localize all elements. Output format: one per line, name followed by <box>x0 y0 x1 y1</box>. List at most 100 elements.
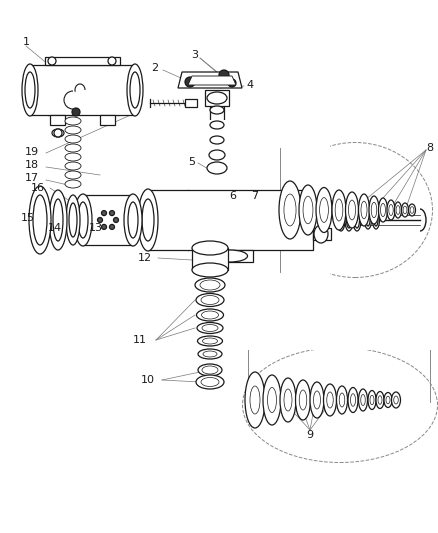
Text: 2: 2 <box>152 63 159 73</box>
Text: 16: 16 <box>31 183 45 193</box>
Text: 9: 9 <box>307 430 314 440</box>
Ellipse shape <box>314 225 328 243</box>
Ellipse shape <box>361 201 367 219</box>
Bar <box>83 195 133 245</box>
Circle shape <box>110 224 114 229</box>
Bar <box>30 65 135 115</box>
Ellipse shape <box>196 375 224 389</box>
Ellipse shape <box>371 203 377 217</box>
Ellipse shape <box>339 212 343 228</box>
Ellipse shape <box>369 196 379 224</box>
Ellipse shape <box>49 190 67 250</box>
Ellipse shape <box>53 199 63 241</box>
Ellipse shape <box>29 186 51 254</box>
Ellipse shape <box>201 311 219 319</box>
Circle shape <box>228 79 236 87</box>
Ellipse shape <box>197 322 223 334</box>
Ellipse shape <box>127 64 143 116</box>
Ellipse shape <box>279 181 301 239</box>
Polygon shape <box>178 72 242 88</box>
Text: 7: 7 <box>251 191 258 201</box>
Ellipse shape <box>366 214 370 226</box>
Bar <box>148 190 313 250</box>
Ellipse shape <box>389 205 393 215</box>
Text: 6: 6 <box>230 191 237 201</box>
Ellipse shape <box>192 241 228 255</box>
Ellipse shape <box>337 209 345 231</box>
Ellipse shape <box>376 392 384 408</box>
Ellipse shape <box>410 207 414 213</box>
Ellipse shape <box>78 202 88 238</box>
Ellipse shape <box>65 162 81 170</box>
Ellipse shape <box>202 325 218 332</box>
Ellipse shape <box>268 387 276 413</box>
Bar <box>192 248 228 270</box>
Ellipse shape <box>396 206 400 214</box>
Ellipse shape <box>345 209 353 231</box>
Ellipse shape <box>198 349 222 359</box>
Text: 12: 12 <box>138 253 152 263</box>
Ellipse shape <box>284 194 296 226</box>
Ellipse shape <box>65 153 81 161</box>
Ellipse shape <box>409 204 416 216</box>
Ellipse shape <box>263 375 281 425</box>
Text: 18: 18 <box>25 160 39 170</box>
Ellipse shape <box>192 263 228 277</box>
Ellipse shape <box>386 396 390 404</box>
Bar <box>240 290 438 350</box>
Ellipse shape <box>368 391 376 409</box>
Ellipse shape <box>314 391 321 409</box>
Text: 17: 17 <box>25 173 39 183</box>
Ellipse shape <box>384 392 392 408</box>
Ellipse shape <box>65 144 81 152</box>
Ellipse shape <box>207 162 227 174</box>
Ellipse shape <box>198 364 222 376</box>
Ellipse shape <box>361 394 365 406</box>
Ellipse shape <box>358 194 370 226</box>
Bar <box>208 250 253 262</box>
Ellipse shape <box>203 351 217 357</box>
Ellipse shape <box>33 195 47 245</box>
Ellipse shape <box>245 372 265 428</box>
Text: 15: 15 <box>21 213 35 223</box>
Ellipse shape <box>142 199 154 241</box>
Text: 8: 8 <box>427 143 434 153</box>
Ellipse shape <box>284 389 292 411</box>
Ellipse shape <box>65 171 81 179</box>
Ellipse shape <box>378 395 382 404</box>
Ellipse shape <box>394 396 398 404</box>
Ellipse shape <box>212 250 247 262</box>
Ellipse shape <box>280 378 296 422</box>
Ellipse shape <box>327 392 333 408</box>
Text: 1: 1 <box>22 37 29 47</box>
Ellipse shape <box>22 64 38 116</box>
Circle shape <box>108 57 116 65</box>
Ellipse shape <box>299 185 317 235</box>
Ellipse shape <box>381 204 385 216</box>
Ellipse shape <box>207 92 227 104</box>
Bar <box>205 90 229 106</box>
Ellipse shape <box>128 202 138 238</box>
Ellipse shape <box>202 366 218 374</box>
Bar <box>100 115 115 125</box>
Circle shape <box>185 77 195 87</box>
Ellipse shape <box>65 126 81 134</box>
Ellipse shape <box>370 395 374 405</box>
Ellipse shape <box>296 380 311 420</box>
Ellipse shape <box>335 199 343 221</box>
Ellipse shape <box>202 338 218 344</box>
Circle shape <box>110 211 114 215</box>
Ellipse shape <box>378 198 388 222</box>
Ellipse shape <box>66 195 80 245</box>
Text: 13: 13 <box>89 223 103 233</box>
Ellipse shape <box>354 212 360 228</box>
Ellipse shape <box>250 386 260 414</box>
Ellipse shape <box>320 198 328 222</box>
Text: 14: 14 <box>48 223 62 233</box>
Circle shape <box>98 217 102 222</box>
Ellipse shape <box>314 197 328 215</box>
Ellipse shape <box>130 72 140 108</box>
Ellipse shape <box>74 194 92 246</box>
Bar <box>185 99 197 107</box>
Circle shape <box>102 211 106 215</box>
